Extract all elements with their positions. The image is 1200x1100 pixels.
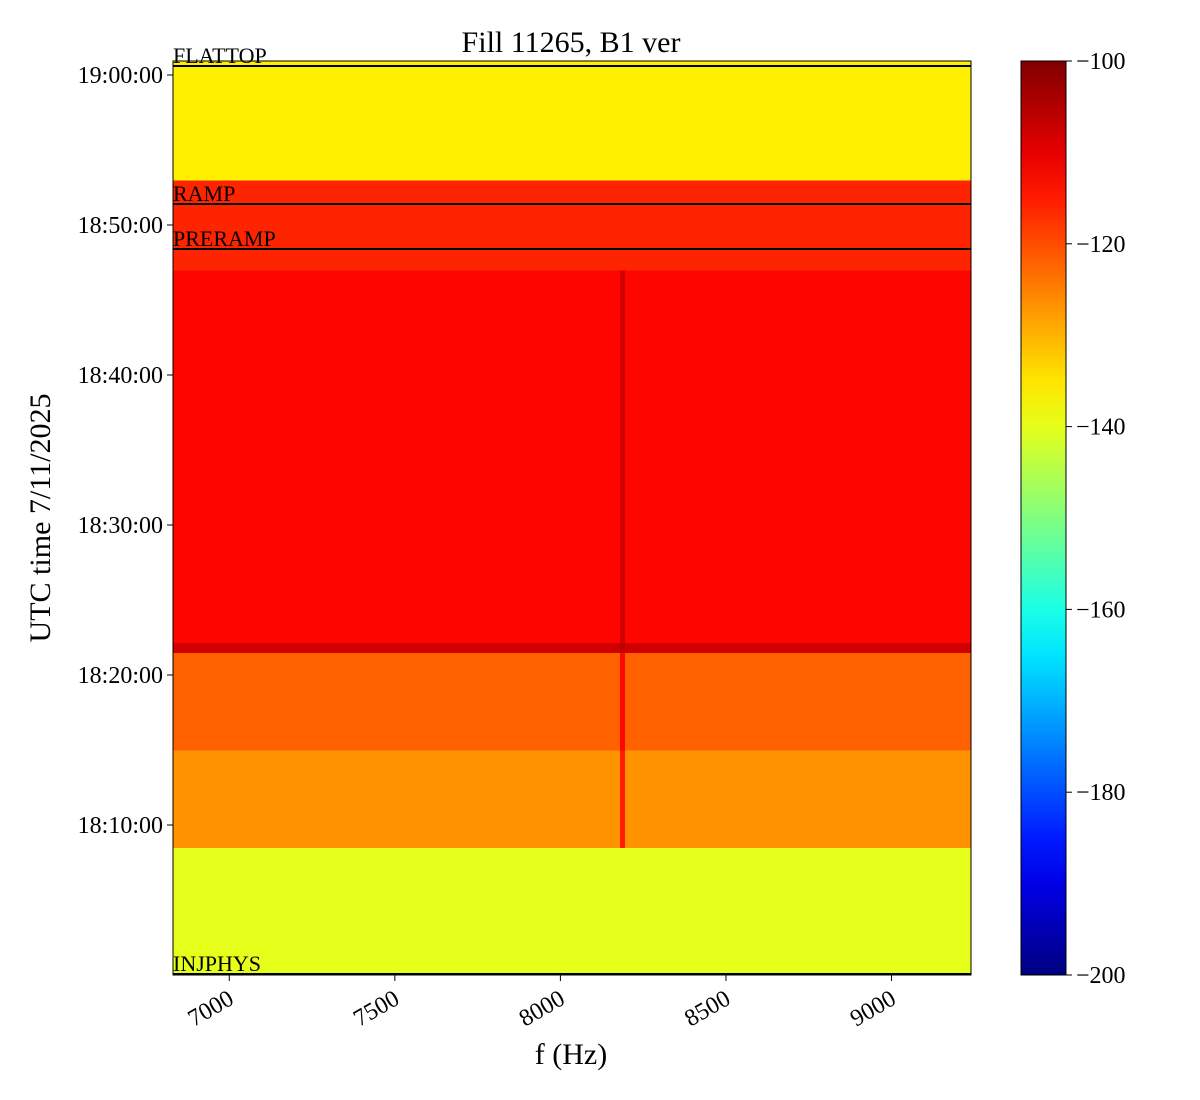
colorbar-tick-label: −100 xyxy=(1076,49,1126,75)
plot-frame xyxy=(172,60,972,976)
heatmap-cell xyxy=(173,847,621,976)
heatmap-cell xyxy=(620,847,626,976)
x-tick-label: 7000 xyxy=(184,986,239,1033)
heatmap-cell xyxy=(624,270,972,643)
heatmap-cell xyxy=(620,750,626,848)
annotation-label: INJPHYS xyxy=(173,951,261,976)
colorbar-tick-label: −120 xyxy=(1076,232,1126,258)
heatmap-cell xyxy=(173,642,621,653)
colorbar-tick-label: −160 xyxy=(1076,597,1126,623)
x-axis-label: f (Hz) xyxy=(535,1038,607,1071)
heatmap-cell xyxy=(620,270,626,643)
annotation-label: RAMP xyxy=(173,181,235,206)
heatmap-cell xyxy=(624,61,972,181)
y-tick-label: 18:10:00 xyxy=(78,813,163,839)
y-tick-label: 18:50:00 xyxy=(78,213,163,239)
annotation-label: PRERAMP xyxy=(173,226,276,251)
colorbar-tick-label: −140 xyxy=(1076,415,1126,441)
heatmap-cell xyxy=(173,180,621,271)
heatmap-cell xyxy=(624,847,972,976)
x-tick-label: 8000 xyxy=(515,986,570,1033)
heatmap-cell xyxy=(620,180,626,271)
heatmap-cell xyxy=(620,652,626,751)
heatmap-cell xyxy=(173,750,621,848)
heatmap-cell xyxy=(624,750,972,848)
x-tick-label: 7500 xyxy=(349,986,404,1033)
heatmap-cell xyxy=(173,61,621,181)
y-axis-label: UTC time 7/11/2025 xyxy=(24,394,57,643)
heatmap-cell xyxy=(173,652,621,751)
colorbar-tick-label: −200 xyxy=(1076,963,1126,989)
y-tick-label: 18:40:00 xyxy=(78,363,163,389)
annotation-label: FLATTOP xyxy=(173,43,267,68)
y-tick-label: 18:30:00 xyxy=(78,513,163,539)
colorbar xyxy=(1020,60,1067,976)
heatmap-cell xyxy=(624,642,972,653)
colorbar-tick-label: −180 xyxy=(1076,780,1126,806)
x-tick-label: 8500 xyxy=(680,986,735,1033)
heatmap-cell xyxy=(620,61,626,181)
heatmap-cell xyxy=(624,652,972,751)
heatmap-cell xyxy=(624,180,972,271)
heatmap-cell xyxy=(620,642,626,653)
chart-title: Fill 11265, B1 ver xyxy=(462,26,681,59)
heatmap-cell xyxy=(173,270,621,643)
y-tick-label: 19:00:00 xyxy=(78,63,163,89)
y-tick-label: 18:20:00 xyxy=(78,663,163,689)
x-tick-label: 9000 xyxy=(846,986,901,1033)
